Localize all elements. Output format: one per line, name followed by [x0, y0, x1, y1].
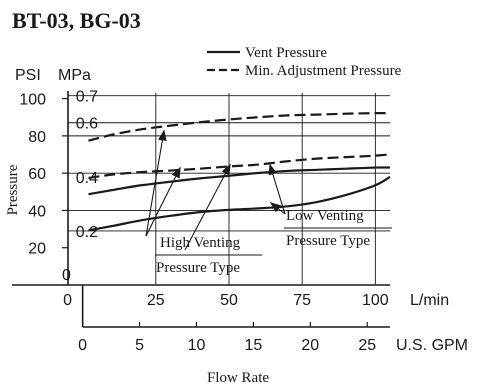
series-lines: [88, 111, 391, 232]
series-line-0-dashed: [88, 111, 391, 142]
y-left-tick-label: 60: [28, 166, 46, 183]
arrow-high-2-head: [171, 166, 181, 179]
series-line-2-solid: [88, 166, 391, 196]
annotation-high-venting: High Venting Pressure Type: [155, 235, 262, 276]
arrow-high-2-shaft: [145, 167, 181, 237]
annotation-high-venting-line1: High Venting: [160, 235, 241, 251]
arrow-low-2-head: [269, 202, 282, 213]
x-primary-tick-label: 75: [293, 292, 311, 309]
arrow-high-3-shaft: [184, 164, 231, 251]
annotation-low-venting-line1: Low Venting: [286, 208, 364, 224]
arrow-high-3-head: [221, 163, 231, 176]
legend: Vent Pressure Min. Adjustment Pressure: [207, 45, 402, 79]
annotation-arrows: [145, 129, 286, 251]
series-line-1-dashed: [88, 153, 391, 180]
y-left-tick-label: 40: [28, 203, 46, 220]
y-right-tick-label: 0.7: [76, 89, 98, 106]
x-axis-title: Flow Rate: [207, 370, 269, 386]
chart-title: BT-03, BG-03: [12, 8, 141, 33]
x-primary-tick-label: 50: [220, 292, 238, 309]
x-secondary-tick-label: 25: [358, 337, 376, 354]
legend-label-min-adjustment: Min. Adjustment Pressure: [245, 63, 402, 79]
arrow-high-1-shaft: [145, 130, 165, 237]
x-primary-tick-label: 100: [362, 292, 389, 309]
annotation-low-venting-line2: Pressure Type: [286, 233, 370, 249]
x-secondary-unit: U.S. GPM: [396, 337, 468, 354]
x-secondary-tick-label: 0: [78, 337, 87, 354]
y-axis-title: Pressure: [5, 164, 21, 215]
series-line-3-solid: [88, 175, 391, 232]
tick-labels: 20 40 60 80 100 0.2 0.4 0.6 0.7 0 0 25 50 75 100 0 5 10 15…: [19, 89, 389, 354]
axes: [12, 91, 390, 328]
annotation-low-venting: Low Venting Pressure Type: [284, 208, 392, 249]
y-left-tick-label: 20: [28, 241, 46, 258]
arrow-low-1-head: [268, 163, 277, 176]
x-primary-tick-label: 25: [147, 292, 165, 309]
y-left-tick-label: 80: [28, 129, 46, 146]
y-right-tick-label: 0: [62, 267, 71, 284]
x-primary-tick-label: 0: [63, 292, 72, 309]
y-right-tick-label: 0.2: [76, 224, 98, 241]
y-right-tick-label: 0.4: [76, 170, 98, 187]
arrow-high-1-head: [158, 129, 167, 142]
x-secondary-tick-label: 5: [135, 337, 144, 354]
y-left-unit: PSI: [15, 67, 41, 84]
x-secondary-tick-label: 20: [301, 337, 319, 354]
y-right-unit: MPa: [58, 67, 91, 84]
y-right-tick-label: 0.6: [76, 116, 98, 133]
x-primary-unit: L/min: [410, 292, 449, 309]
legend-label-vent-pressure: Vent Pressure: [245, 45, 327, 61]
y-left-tick-label: 100: [19, 92, 46, 109]
x-secondary-tick-label: 15: [244, 337, 262, 354]
annotation-high-venting-line2: Pressure Type: [156, 260, 240, 276]
x-secondary-tick-label: 10: [188, 337, 206, 354]
